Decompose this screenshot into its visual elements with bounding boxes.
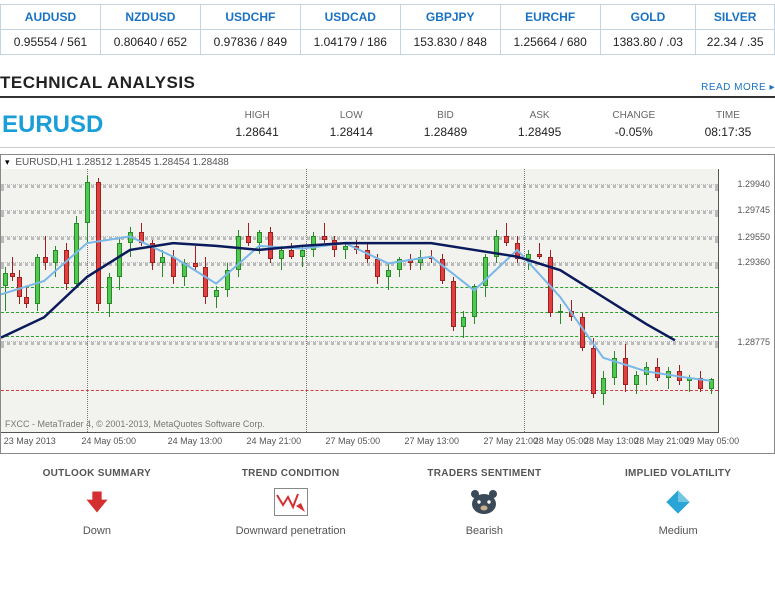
stat-label: HIGH [210, 110, 304, 121]
stat-low: LOW 1.28414 [304, 110, 398, 139]
diamond-icon [661, 487, 695, 517]
indicator-header: IMPLIED VOLATILITY [598, 468, 758, 479]
pair-value-usdcad: 1.04179 / 186 [300, 30, 400, 55]
ytick: 1.29550 [737, 232, 770, 242]
indicator-diamond: IMPLIED VOLATILITY Medium [598, 468, 758, 537]
xtick: 28 May 21:00 [634, 436, 689, 446]
stat-value: -0.05% [587, 125, 681, 139]
pair-header-eurchf[interactable]: EURCHF [500, 5, 600, 30]
xtick: 24 May 13:00 [168, 436, 223, 446]
indicator-value: Downward penetration [211, 525, 371, 537]
xtick: 27 May 05:00 [326, 436, 381, 446]
read-more-link[interactable]: READ MORE [701, 82, 775, 93]
section-header: TECHNICAL ANALYSIS READ MORE [0, 73, 775, 98]
xtick: 29 May 05:00 [685, 436, 740, 446]
pair-symbol: EURUSD [0, 111, 210, 139]
stat-label: TIME [681, 110, 775, 121]
indicator-trend-box: TREND CONDITION Downward penetration [211, 468, 371, 537]
stat-ask: ASK 1.28495 [493, 110, 587, 139]
xtick: 27 May 13:00 [405, 436, 460, 446]
chart-title: ▾ EURUSD,H1 1.28512 1.28545 1.28454 1.28… [5, 157, 229, 168]
arrow-down-icon [80, 487, 114, 517]
pair-header-usdchf[interactable]: USDCHF [200, 5, 300, 30]
indicator-header: OUTLOOK SUMMARY [17, 468, 177, 479]
xtick: 28 May 13:00 [584, 436, 639, 446]
stat-value: 1.28641 [210, 125, 304, 139]
ytick: 1.28775 [737, 337, 770, 347]
chart-collapse-icon[interactable]: ▾ [5, 157, 10, 167]
chart-copyright: FXCC - MetaTrader 4, © 2001-2013, MetaQu… [5, 419, 265, 429]
chart-xaxis: 23 May 2013 24 May 05:00 24 May 13:00 24 Ma… [1, 433, 719, 453]
chart-title-symbol: EURUSD,H1 [15, 157, 73, 168]
indicator-bear: TRADERS SENTIMENT Bearish [404, 468, 564, 537]
stat-bar: EURUSD HIGH 1.28641LOW 1.28414BID 1.28489AS… [0, 104, 775, 148]
indicator-header: TRADERS SENTIMENT [404, 468, 564, 479]
price-chart[interactable]: ▾ EURUSD,H1 1.28512 1.28545 1.28454 1.28… [0, 154, 775, 454]
pair-value-eurchf: 1.25664 / 680 [500, 30, 600, 55]
stat-value: 08:17:35 [681, 125, 775, 139]
pair-header-gbpjpy[interactable]: GBPJPY [400, 5, 500, 30]
chart-plot-area[interactable]: 1.291771.289901.288091.284881.28408 [1, 169, 719, 433]
pair-header-audusd[interactable]: AUDUSD [1, 5, 101, 30]
pair-header-usdcad[interactable]: USDCAD [300, 5, 400, 30]
pair-value-audusd: 0.95554 / 561 [1, 30, 101, 55]
stat-value: 1.28495 [493, 125, 587, 139]
pair-table: AUDUSDNZDUSDUSDCHFUSDCADGBPJPYEURCHFGOLD… [0, 4, 775, 55]
indicator-value: Down [17, 525, 177, 537]
pair-value-nzdusd: 0.80640 / 652 [100, 30, 200, 55]
indicator-row: OUTLOOK SUMMARY Down TREND CONDITION Downwa… [0, 468, 775, 537]
pair-header-silver[interactable]: SILVER [696, 5, 775, 30]
xtick: 24 May 21:00 [247, 436, 302, 446]
stat-label: ASK [493, 110, 587, 121]
bear-icon [467, 487, 501, 517]
pair-value-silver: 22.34 / .35 [696, 30, 775, 55]
chart-yaxis: 1.29940 1.29745 1.29550 1.29360 1.28775 [719, 169, 774, 433]
ytick: 1.29940 [737, 179, 770, 189]
indicator-value: Medium [598, 525, 758, 537]
stat-value: 1.28414 [304, 125, 398, 139]
xtick: 27 May 21:00 [483, 436, 538, 446]
pair-value-gbpjpy: 153.830 / 848 [400, 30, 500, 55]
chart-title-values: 1.28512 1.28545 1.28454 1.28488 [76, 157, 229, 168]
indicator-arrow-down: OUTLOOK SUMMARY Down [17, 468, 177, 537]
stat-bid: BID 1.28489 [398, 110, 492, 139]
pair-header-nzdusd[interactable]: NZDUSD [100, 5, 200, 30]
section-title: TECHNICAL ANALYSIS [0, 73, 195, 93]
ytick: 1.29745 [737, 205, 770, 215]
indicator-value: Bearish [404, 525, 564, 537]
stat-value: 1.28489 [398, 125, 492, 139]
stat-label: LOW [304, 110, 398, 121]
pair-value-gold: 1383.80 / .03 [600, 30, 696, 55]
ytick: 1.29360 [737, 257, 770, 267]
pair-header-gold[interactable]: GOLD [600, 5, 696, 30]
stat-change: CHANGE -0.05% [587, 110, 681, 139]
indicator-header: TREND CONDITION [211, 468, 371, 479]
stat-label: CHANGE [587, 110, 681, 121]
stat-time: TIME 08:17:35 [681, 110, 775, 139]
stat-label: BID [398, 110, 492, 121]
xtick: 28 May 05:00 [534, 436, 589, 446]
pair-value-usdchf: 0.97836 / 849 [200, 30, 300, 55]
xtick: 24 May 05:00 [81, 436, 136, 446]
stat-high: HIGH 1.28641 [210, 110, 304, 139]
xtick: 23 May 2013 [4, 436, 56, 446]
trend-box-icon [274, 487, 308, 517]
